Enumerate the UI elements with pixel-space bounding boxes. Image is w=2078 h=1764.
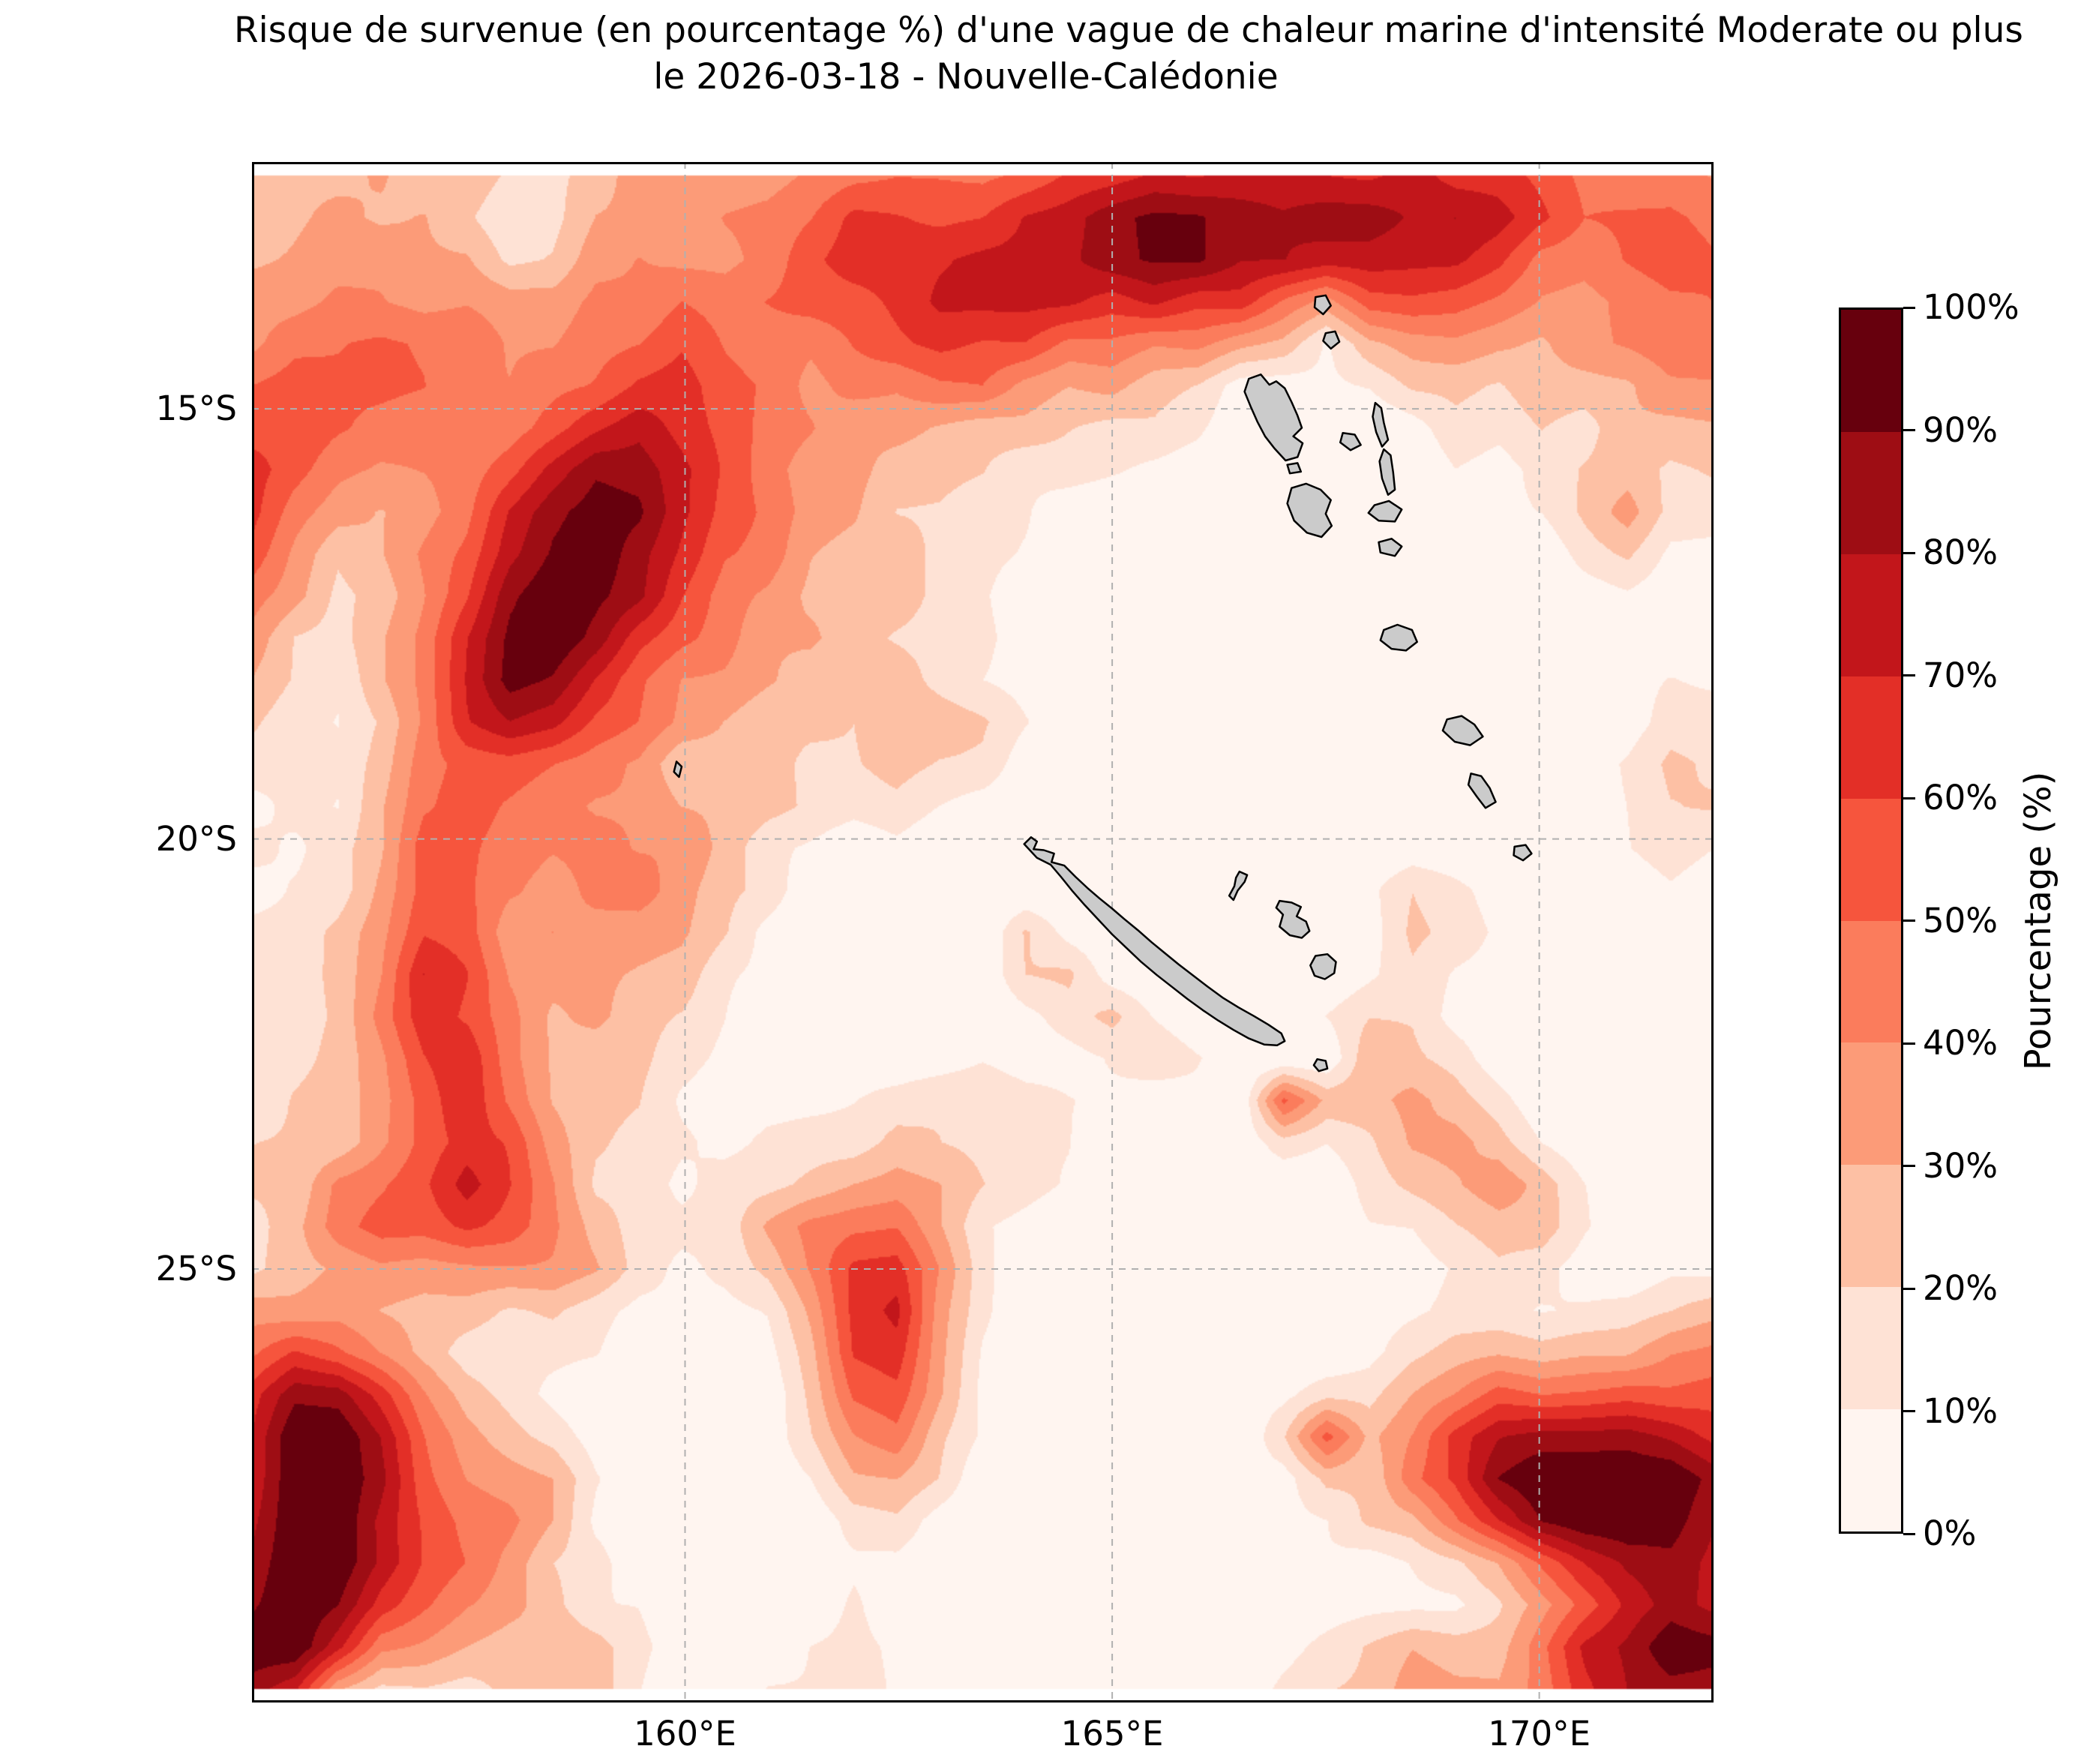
island-mare — [1309, 952, 1337, 980]
colorbar-tickmark — [1903, 796, 1915, 800]
colorbar-tick-label: 90% — [1923, 410, 1999, 450]
island-grande-terre — [1023, 836, 1286, 1047]
island-erromango — [1441, 715, 1484, 746]
island-epi — [1378, 538, 1403, 557]
colorbar-tick-label: 50% — [1923, 900, 1999, 940]
chart-title-line2: le 2026-03-18 - Nouvelle-Calédonie — [653, 56, 1279, 98]
map-overlay-svg — [252, 162, 1714, 1702]
colorbar-title: Pourcentage (%) — [2017, 771, 2059, 1070]
y-tick-label: 25°S — [155, 1248, 237, 1288]
island-tanna — [1467, 772, 1497, 809]
map-plot-area — [252, 162, 1714, 1702]
colorbar-tickmark — [1903, 1165, 1915, 1167]
y-tick-label: 15°S — [155, 388, 237, 429]
island-gaua — [1322, 330, 1341, 350]
colorbar-tickmark — [1903, 1287, 1915, 1290]
island-pentecost — [1378, 448, 1396, 496]
x-tick-label: 160°E — [634, 1714, 736, 1754]
colorbar-tick-label: 0% — [1923, 1514, 1977, 1553]
island-lifou — [1275, 899, 1311, 939]
colorbar-tick-label: 10% — [1923, 1390, 1999, 1431]
colorbar — [1839, 308, 1903, 1534]
island-aneityum — [1513, 844, 1533, 862]
colorbar-tickmark — [1903, 1532, 1915, 1535]
colorbar-tickmark — [1903, 1410, 1915, 1412]
colorbar-tickmark — [1903, 1042, 1915, 1045]
island-west-islet — [673, 760, 683, 778]
island-malakula — [1286, 482, 1333, 538]
x-tick-label: 165°E — [1060, 1714, 1164, 1754]
colorbar-segment-40pct — [1841, 1042, 1901, 1166]
island-ambrym — [1367, 500, 1403, 523]
colorbar-segment-60pct — [1841, 798, 1901, 921]
colorbar-tick-label: 70% — [1923, 655, 1999, 695]
colorbar-tickmark — [1903, 429, 1915, 431]
island-malo — [1286, 462, 1303, 475]
colorbar-segment-80pct — [1841, 554, 1901, 676]
colorbar-tick-label: 80% — [1923, 532, 1999, 572]
colorbar-segment-20pct — [1841, 1287, 1901, 1410]
colorbar-segment-100pct — [1841, 310, 1901, 432]
colorbar-segment-50pct — [1841, 920, 1901, 1043]
island-maewo — [1372, 401, 1390, 448]
colorbar-tick-label: 30% — [1923, 1145, 1999, 1186]
colorbar-segment-10pct — [1841, 1409, 1901, 1532]
colorbar-tickmark — [1903, 306, 1915, 309]
colorbar-segment-70pct — [1841, 676, 1901, 799]
colorbar-tick-label: 60% — [1923, 778, 1999, 818]
island-ile-des-pins — [1312, 1058, 1329, 1072]
colorbar-tickmark — [1903, 551, 1915, 554]
colorbar-segment-30pct — [1841, 1165, 1901, 1288]
colorbar-tickmark — [1903, 920, 1915, 922]
island-ambae — [1339, 432, 1362, 452]
island-espiritu-santo — [1243, 374, 1304, 462]
colorbar-segment-90pct — [1841, 431, 1901, 554]
map-frame — [252, 162, 1714, 1702]
island-efate — [1379, 623, 1418, 652]
island-vanua-lava — [1313, 294, 1332, 316]
x-tick-label: 170°E — [1488, 1714, 1591, 1754]
colorbar-tick-label: 100% — [1923, 287, 2020, 327]
island-ouvea — [1228, 870, 1249, 902]
colorbar-tickmark — [1903, 674, 1915, 676]
colorbar-tick-label: 20% — [1923, 1268, 1999, 1308]
chart-title-line1: Risque de survenue (en pourcentage %) d'… — [234, 10, 2023, 51]
contour-field-canvas — [252, 162, 1714, 1702]
y-tick-label: 20°S — [155, 818, 237, 859]
colorbar-tick-label: 40% — [1923, 1023, 1999, 1063]
